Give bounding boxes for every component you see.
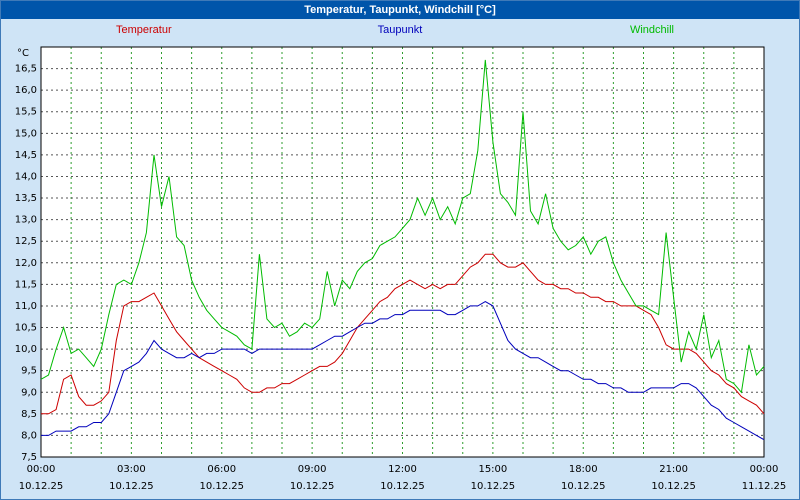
y-tick-label: 12,0	[15, 258, 37, 269]
series-windchill	[40, 59, 765, 394]
window-title: Temperatur, Taupunkt, Windchill [°C]	[1, 1, 799, 19]
legend-taupunkt: Taupunkt	[377, 24, 423, 36]
x-date-label: 10.12.25	[109, 481, 154, 492]
y-tick-label: 13,0	[15, 215, 37, 226]
y-tick-label: 9,0	[21, 387, 37, 398]
x-date-label: 11.12.25	[742, 481, 787, 492]
chart-svg: °C 16,5 16,0 15,5 15,0 14,5 14,0 13,5 13,0 12,5 12…	[15, 46, 787, 492]
y-tick-label: 7,5	[21, 452, 37, 463]
x-date-label: 10.12.25	[380, 481, 425, 492]
y-tick-label: 16,5	[15, 64, 37, 75]
y-tick-label: 16,0	[15, 85, 37, 96]
y-tick-label: 14,0	[15, 171, 37, 182]
x-tick-label: 12:00	[388, 464, 417, 475]
x-tick-label: 21:00	[659, 464, 688, 475]
plot-border	[40, 46, 765, 458]
y-tick-label: 15,0	[15, 128, 37, 139]
y-axis-unit-label: °C	[17, 48, 29, 59]
series-temperatur	[41, 253, 765, 415]
y-tick-label: 10,0	[15, 344, 37, 355]
y-tick-label: 11,0	[15, 301, 37, 312]
y-tick-label: 8,0	[21, 430, 37, 441]
y-tick-label: 13,5	[15, 193, 37, 204]
chart-area: °C 16,5 16,0 15,5 15,0 14,5 14,0 13,5 13,0 12,5 12…	[1, 43, 799, 499]
x-tick-label: 00:00	[27, 464, 56, 475]
x-tick-label: 15:00	[478, 464, 507, 475]
x-date-label: 10.12.25	[651, 481, 696, 492]
x-tick-label: 06:00	[207, 464, 236, 475]
y-tick-label: 12,5	[15, 236, 37, 247]
y-tick-label: 15,5	[15, 107, 37, 118]
y-tick-label: 8,5	[21, 409, 37, 420]
x-date-label: 10.12.25	[290, 481, 335, 492]
x-date-label: 10.12.25	[19, 481, 64, 492]
legend-windchill: Windchill	[629, 24, 674, 36]
x-date-label: 10.12.25	[199, 481, 244, 492]
x-tick-label: 00:00	[750, 464, 779, 475]
y-tick-label: 11,5	[15, 279, 37, 290]
x-date-label: 10.12.25	[561, 481, 606, 492]
y-tick-label: 10,5	[15, 323, 37, 334]
x-date-label: 10.12.25	[471, 481, 516, 492]
y-tick-label: 14,5	[15, 150, 37, 161]
legend-temperatur: Temperatur	[116, 24, 172, 36]
x-tick-label: 18:00	[569, 464, 598, 475]
x-tick-label: 03:00	[117, 464, 146, 475]
x-tick-label: 09:00	[298, 464, 327, 475]
series-taupunkt	[41, 301, 765, 441]
chart-legend: Temperatur Taupunkt Windchill	[1, 19, 799, 43]
y-tick-label: 9,5	[21, 366, 37, 377]
